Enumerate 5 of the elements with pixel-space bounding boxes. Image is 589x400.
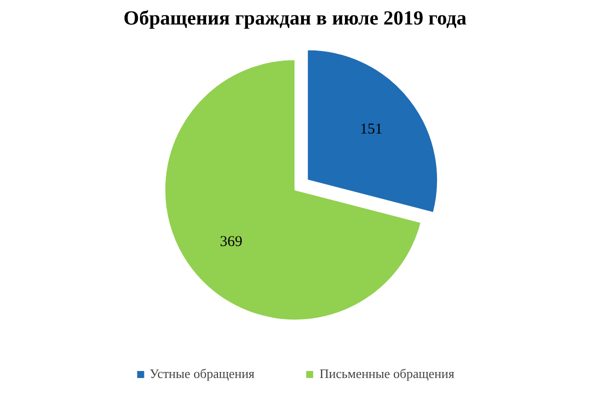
data-label: 369: [220, 234, 242, 250]
data-label: 151: [360, 122, 382, 138]
legend-label: Устные обращения: [150, 366, 255, 382]
chart-title: Обращения граждан в июле 2019 года: [124, 8, 467, 30]
legend-label: Письменные обращения: [320, 366, 454, 382]
